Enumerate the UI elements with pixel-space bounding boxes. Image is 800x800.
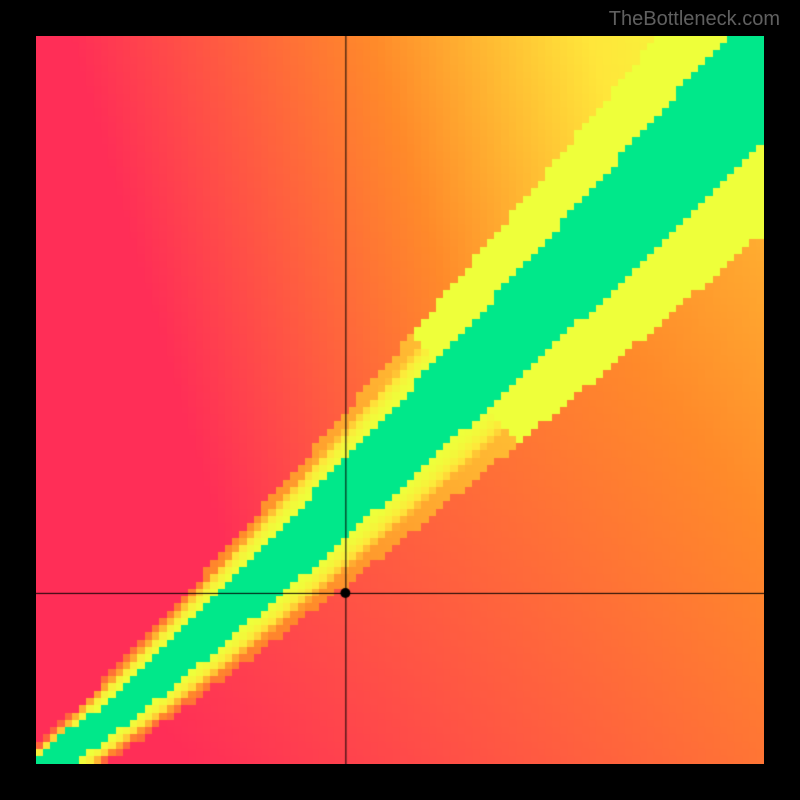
bottleneck-heatmap (36, 36, 764, 764)
crosshair-overlay (36, 36, 764, 764)
watermark-text: TheBottleneck.com (609, 8, 780, 31)
